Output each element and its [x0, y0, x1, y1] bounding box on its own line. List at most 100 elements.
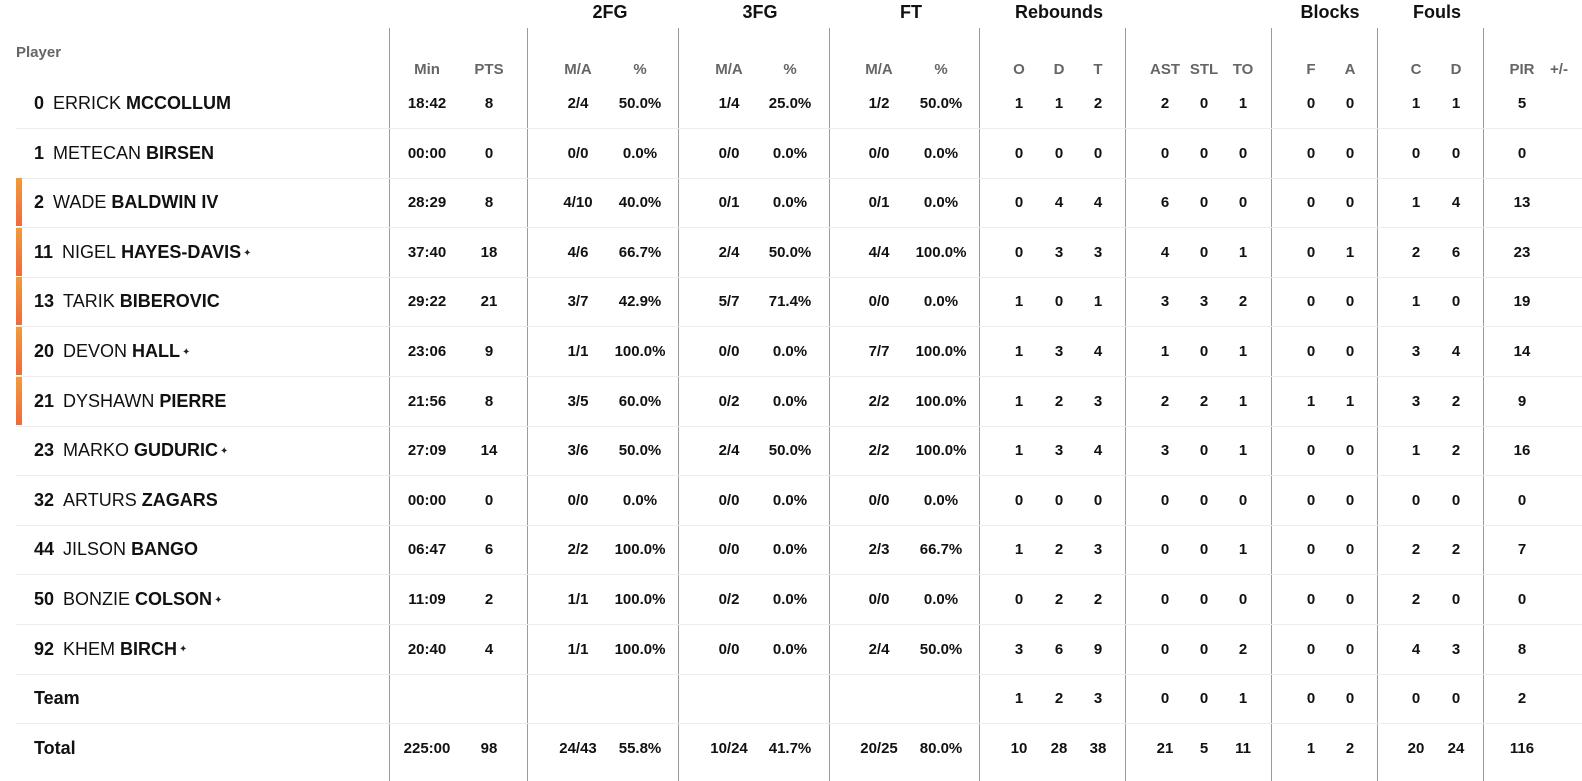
stat-cell: 2: [1238, 293, 1248, 311]
player-name-link[interactable]: 32 ARTURS ZAGARS: [34, 476, 218, 525]
stat-cell: 0/0: [718, 144, 740, 162]
stat-cell: 3: [1093, 541, 1103, 559]
stat-cell: 13: [1513, 194, 1531, 212]
column-header[interactable]: D: [1450, 61, 1462, 78]
stat-cell: 60.0%: [618, 392, 662, 410]
stat-cell: 3: [1054, 442, 1064, 460]
player-name-link[interactable]: 20 DEVON HALL ✦: [34, 327, 190, 376]
column-header[interactable]: AST: [1150, 61, 1180, 78]
player-name-link[interactable]: 11 NIGEL HAYES-DAVIS ✦: [34, 228, 252, 277]
stat-cell: 0: [1054, 293, 1064, 311]
stat-cell: 0: [1238, 491, 1248, 509]
stat-cell: 0: [1306, 442, 1316, 460]
stat-cell: 0.0%: [772, 640, 808, 658]
column-header[interactable]: M/A: [564, 61, 592, 78]
column-header[interactable]: O: [1013, 61, 1025, 78]
stat-cell: 2/4: [718, 243, 740, 261]
stat-cell: 0/1: [868, 194, 890, 212]
import-star-icon: ✦: [243, 247, 252, 259]
stat-cell: 0: [1093, 491, 1103, 509]
stat-cell: 1: [1014, 293, 1024, 311]
stat-cell: 0: [1517, 491, 1527, 509]
player-last-name: MCCOLLUM: [126, 93, 232, 113]
player-name-link[interactable]: 92 KHEM BIRCH ✦: [34, 625, 187, 674]
stat-cell: 0: [1160, 640, 1170, 658]
column-header[interactable]: PIR: [1509, 61, 1535, 78]
stat-cell: 0: [1306, 541, 1316, 559]
stat-cell: 3: [1160, 442, 1170, 460]
stat-cell: 28:29: [407, 194, 447, 212]
player-first-name: DEVON: [63, 341, 128, 361]
stat-cell: 0: [1199, 591, 1209, 608]
stat-cell: 0/0: [868, 591, 890, 608]
stat-cell: 98: [480, 739, 498, 757]
stat-cell: 3: [1093, 690, 1103, 708]
player-first-name: ERRICK: [53, 93, 122, 113]
stat-cell: 0: [1238, 591, 1248, 608]
stat-cell: 1: [1238, 95, 1248, 112]
stat-cell: 2: [1160, 95, 1170, 112]
column-header[interactable]: F: [1306, 61, 1316, 78]
stat-cell: 1: [1014, 343, 1024, 360]
column-header[interactable]: PTS: [474, 61, 504, 78]
stat-cell: 1: [1411, 95, 1421, 112]
column-header[interactable]: +/-: [1550, 61, 1568, 78]
stat-cell: 0: [1345, 640, 1355, 658]
stat-cell: 24: [1447, 739, 1465, 757]
column-header[interactable]: %: [783, 61, 797, 78]
stat-cell: 0: [1054, 144, 1064, 162]
player-name-link[interactable]: 23 MARKO GUDURIC ✦: [34, 426, 228, 475]
player-name-link[interactable]: 0 ERRICK MCCOLLUM: [34, 79, 231, 128]
stat-cell: 0: [1093, 144, 1103, 162]
stat-cell: 4: [1160, 243, 1170, 261]
player-name-link[interactable]: 2 WADE BALDWIN IV: [34, 178, 218, 227]
player-name-link[interactable]: 50 BONZIE COLSON ✦: [34, 575, 222, 624]
column-header[interactable]: M/A: [715, 61, 743, 78]
stat-cell: 2/3: [868, 541, 890, 559]
player-number: 0: [34, 93, 45, 113]
player-name-link[interactable]: 1 METECAN BIRSEN: [34, 129, 214, 178]
player-name-link[interactable]: 13 TARIK BIBEROVIC: [34, 277, 220, 326]
stat-cell: 8: [484, 95, 494, 112]
stat-cell: 0: [1306, 243, 1316, 261]
player-name-link[interactable]: 44 JILSON BANGO: [34, 525, 198, 574]
column-header[interactable]: D: [1053, 61, 1065, 78]
column-header[interactable]: STL: [1189, 61, 1219, 78]
stat-cell: 0: [1238, 194, 1248, 212]
stat-cell: 4: [1411, 640, 1421, 658]
column-header[interactable]: %: [633, 61, 647, 78]
player-first-name: WADE: [53, 192, 107, 213]
stat-cell: 37:40: [407, 243, 447, 261]
column-header[interactable]: TO: [1232, 61, 1254, 78]
table-row: 32 ARTURS ZAGARS 00:00 0 0/0 0.0% 0/0 0.0% 0/0 0.0…: [16, 476, 1582, 526]
column-header[interactable]: M/A: [865, 61, 893, 78]
stat-cell: 0: [1199, 95, 1209, 112]
stat-cell: 10: [1010, 739, 1028, 757]
stat-cell: 1: [1238, 541, 1248, 559]
column-header[interactable]: A: [1344, 61, 1356, 78]
stat-cell: 16: [1513, 442, 1531, 460]
stat-cell: 4: [1093, 442, 1103, 460]
stat-cell: 1: [1014, 541, 1024, 559]
group-header-threefg: 3FG: [742, 2, 778, 22]
table-row: 20 DEVON HALL ✦ 23:06 9 1/1 100.0% 0/0 0.0% 7/7 100…: [16, 327, 1582, 377]
column-header[interactable]: C: [1410, 61, 1422, 78]
stat-cell: 0: [1411, 144, 1421, 162]
table-row: 1 METECAN BIRSEN 00:00 0 0/0 0.0% 0/0 0.0% 0/0 0.0…: [16, 129, 1582, 179]
player-name-link[interactable]: 21 DYSHAWN PIERRE: [34, 377, 226, 426]
player-first-name: MARKO: [63, 440, 130, 461]
stat-cell: 0: [1160, 144, 1170, 162]
column-divider: [829, 28, 830, 781]
stat-cell: 3: [1054, 343, 1064, 360]
stat-cell: 0: [1517, 591, 1527, 608]
player-number: 32: [34, 489, 55, 510]
stat-cell: 21: [1156, 739, 1174, 757]
column-header[interactable]: Min: [414, 61, 440, 78]
stat-cell: 2: [1411, 243, 1421, 261]
stat-cell: 0: [1306, 591, 1316, 608]
stat-cell: 0: [1199, 343, 1209, 360]
stat-cell: 1: [1411, 194, 1421, 212]
column-header[interactable]: %: [934, 61, 948, 78]
column-header[interactable]: T: [1093, 61, 1103, 78]
stat-cell: 1: [1238, 690, 1248, 708]
